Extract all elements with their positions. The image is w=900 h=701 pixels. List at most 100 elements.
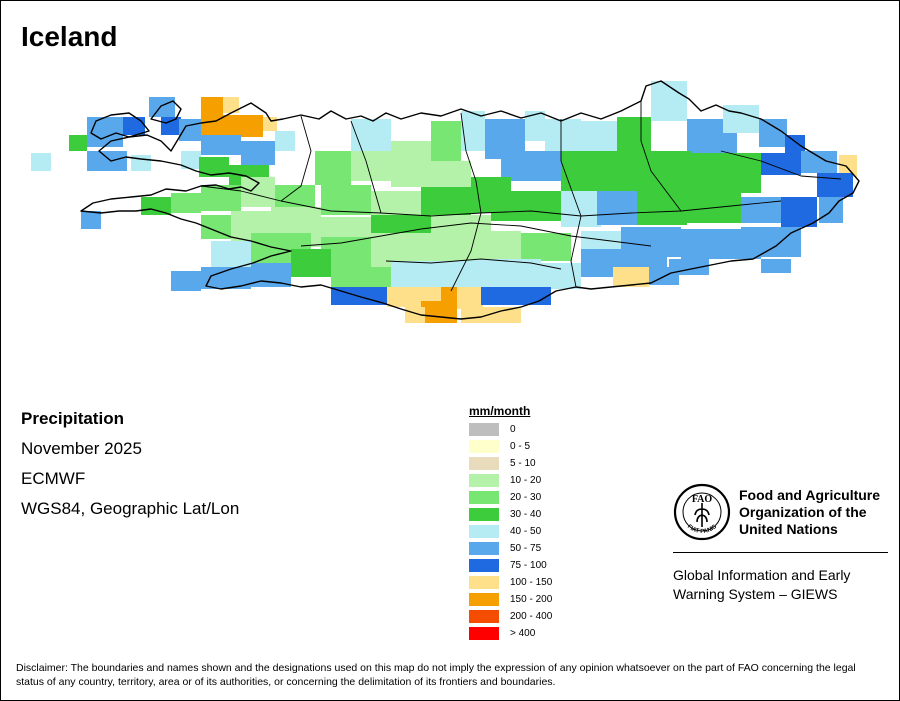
legend-swatch bbox=[469, 508, 499, 521]
legend-item: 100 - 150 bbox=[469, 574, 552, 591]
legend-label: 5 - 10 bbox=[510, 458, 536, 469]
region-boundary bbox=[350, 120, 382, 214]
precip-cell bbox=[141, 197, 171, 215]
legend-label: > 400 bbox=[510, 628, 536, 639]
precip-cell bbox=[651, 81, 687, 121]
precip-cell bbox=[223, 115, 263, 137]
legend-item: 200 - 400 bbox=[469, 608, 552, 625]
legend-swatch bbox=[469, 525, 499, 538]
precip-cell bbox=[315, 151, 351, 185]
legend-item: 0 - 5 bbox=[469, 438, 552, 455]
precip-cell bbox=[149, 97, 175, 117]
precip-cell bbox=[391, 141, 431, 187]
legend-item: 40 - 50 bbox=[469, 523, 552, 540]
precip-cell bbox=[741, 227, 801, 257]
coastline bbox=[80, 80, 860, 320]
legend-swatch bbox=[469, 627, 499, 640]
region-boundary bbox=[720, 150, 842, 180]
legend-item: 30 - 40 bbox=[469, 506, 552, 523]
legend-label: 75 - 100 bbox=[510, 560, 547, 571]
precip-cell bbox=[291, 249, 331, 277]
precip-cell bbox=[611, 151, 691, 193]
precip-cell bbox=[785, 135, 805, 153]
precip-cell bbox=[761, 259, 791, 273]
precip-cell bbox=[171, 193, 201, 213]
legend-swatch bbox=[469, 576, 499, 589]
legend-rows: 0 0 - 5 5 - 10 10 - 20 20 - 30 30 - 40 40 - 50… bbox=[469, 421, 552, 642]
legend-item: 5 - 10 bbox=[469, 455, 552, 472]
legend-swatch bbox=[469, 610, 499, 623]
precip-cell bbox=[817, 173, 853, 197]
projection-label: WGS84, Geographic Lat/Lon bbox=[21, 499, 240, 518]
region-boundary bbox=[560, 119, 582, 288]
precip-cell bbox=[431, 161, 471, 191]
precip-cell bbox=[201, 267, 251, 289]
precip-cell bbox=[87, 117, 123, 147]
precip-cell bbox=[637, 191, 687, 225]
legend-label: 200 - 400 bbox=[510, 611, 553, 622]
precip-cell bbox=[839, 155, 857, 177]
legend-item: > 400 bbox=[469, 625, 552, 642]
precip-cell bbox=[561, 151, 611, 191]
precip-cell bbox=[759, 119, 787, 147]
disclaimer: Disclaimer: The boundaries and names sho… bbox=[16, 662, 856, 688]
precip-cell bbox=[179, 119, 203, 141]
product-label: Precipitation bbox=[21, 409, 124, 428]
precip-cell bbox=[723, 105, 759, 133]
map-title: Iceland bbox=[21, 21, 118, 52]
northwest-fjord bbox=[150, 100, 182, 124]
precip-cell bbox=[621, 251, 667, 271]
legend-swatch bbox=[469, 423, 499, 436]
precip-cell bbox=[421, 301, 457, 323]
precip-cell bbox=[123, 117, 145, 135]
divider bbox=[673, 552, 888, 553]
precip-cell bbox=[617, 117, 651, 153]
legend-item: 75 - 100 bbox=[469, 557, 552, 574]
legend-label: 100 - 150 bbox=[510, 577, 553, 588]
period-label: November 2025 bbox=[21, 439, 142, 458]
precip-cell bbox=[761, 153, 801, 175]
westfjords-peninsula bbox=[90, 112, 150, 140]
legend-label: 50 - 75 bbox=[510, 543, 542, 554]
fao-logo-text: FAO bbox=[692, 494, 713, 505]
legend-item: 20 - 30 bbox=[469, 489, 552, 506]
precip-cell bbox=[199, 157, 229, 177]
precip-cell bbox=[201, 185, 241, 211]
precip-cell bbox=[87, 151, 127, 171]
legend-swatch bbox=[469, 593, 499, 606]
precip-cell bbox=[441, 287, 461, 303]
region-boundary bbox=[280, 115, 312, 202]
precip-cell bbox=[461, 111, 485, 151]
precip-cell bbox=[391, 261, 471, 287]
precip-cell bbox=[613, 267, 649, 287]
precip-cell bbox=[521, 233, 571, 261]
precip-cell bbox=[223, 97, 239, 113]
legend-unit: mm/month bbox=[469, 404, 531, 418]
fao-logo-motto: FIAT PANIS bbox=[686, 524, 718, 535]
precip-cell bbox=[541, 263, 581, 289]
legend-swatch bbox=[469, 491, 499, 504]
region-boundary bbox=[450, 112, 482, 292]
precip-cell bbox=[581, 121, 617, 151]
legend-item: 10 - 20 bbox=[469, 472, 552, 489]
precip-cell bbox=[69, 135, 87, 151]
precip-cell bbox=[351, 119, 391, 151]
legend-swatch bbox=[469, 474, 499, 487]
precip-cell bbox=[561, 191, 601, 227]
precip-cell bbox=[181, 151, 201, 169]
fao-logo-icon: FAO FIAT PANIS bbox=[673, 483, 731, 541]
legend-item: 0 bbox=[469, 421, 552, 438]
precip-cell bbox=[201, 97, 223, 135]
precip-cell bbox=[351, 151, 391, 181]
legend-label: 0 - 5 bbox=[510, 441, 531, 452]
precip-cell bbox=[545, 119, 581, 153]
legend-label: 40 - 50 bbox=[510, 526, 542, 537]
precip-cell bbox=[801, 151, 837, 173]
precip-cell bbox=[331, 267, 391, 289]
precip-cell bbox=[471, 259, 541, 287]
precip-cell bbox=[371, 191, 421, 215]
precip-cell bbox=[501, 151, 561, 181]
precip-cell bbox=[171, 271, 201, 291]
